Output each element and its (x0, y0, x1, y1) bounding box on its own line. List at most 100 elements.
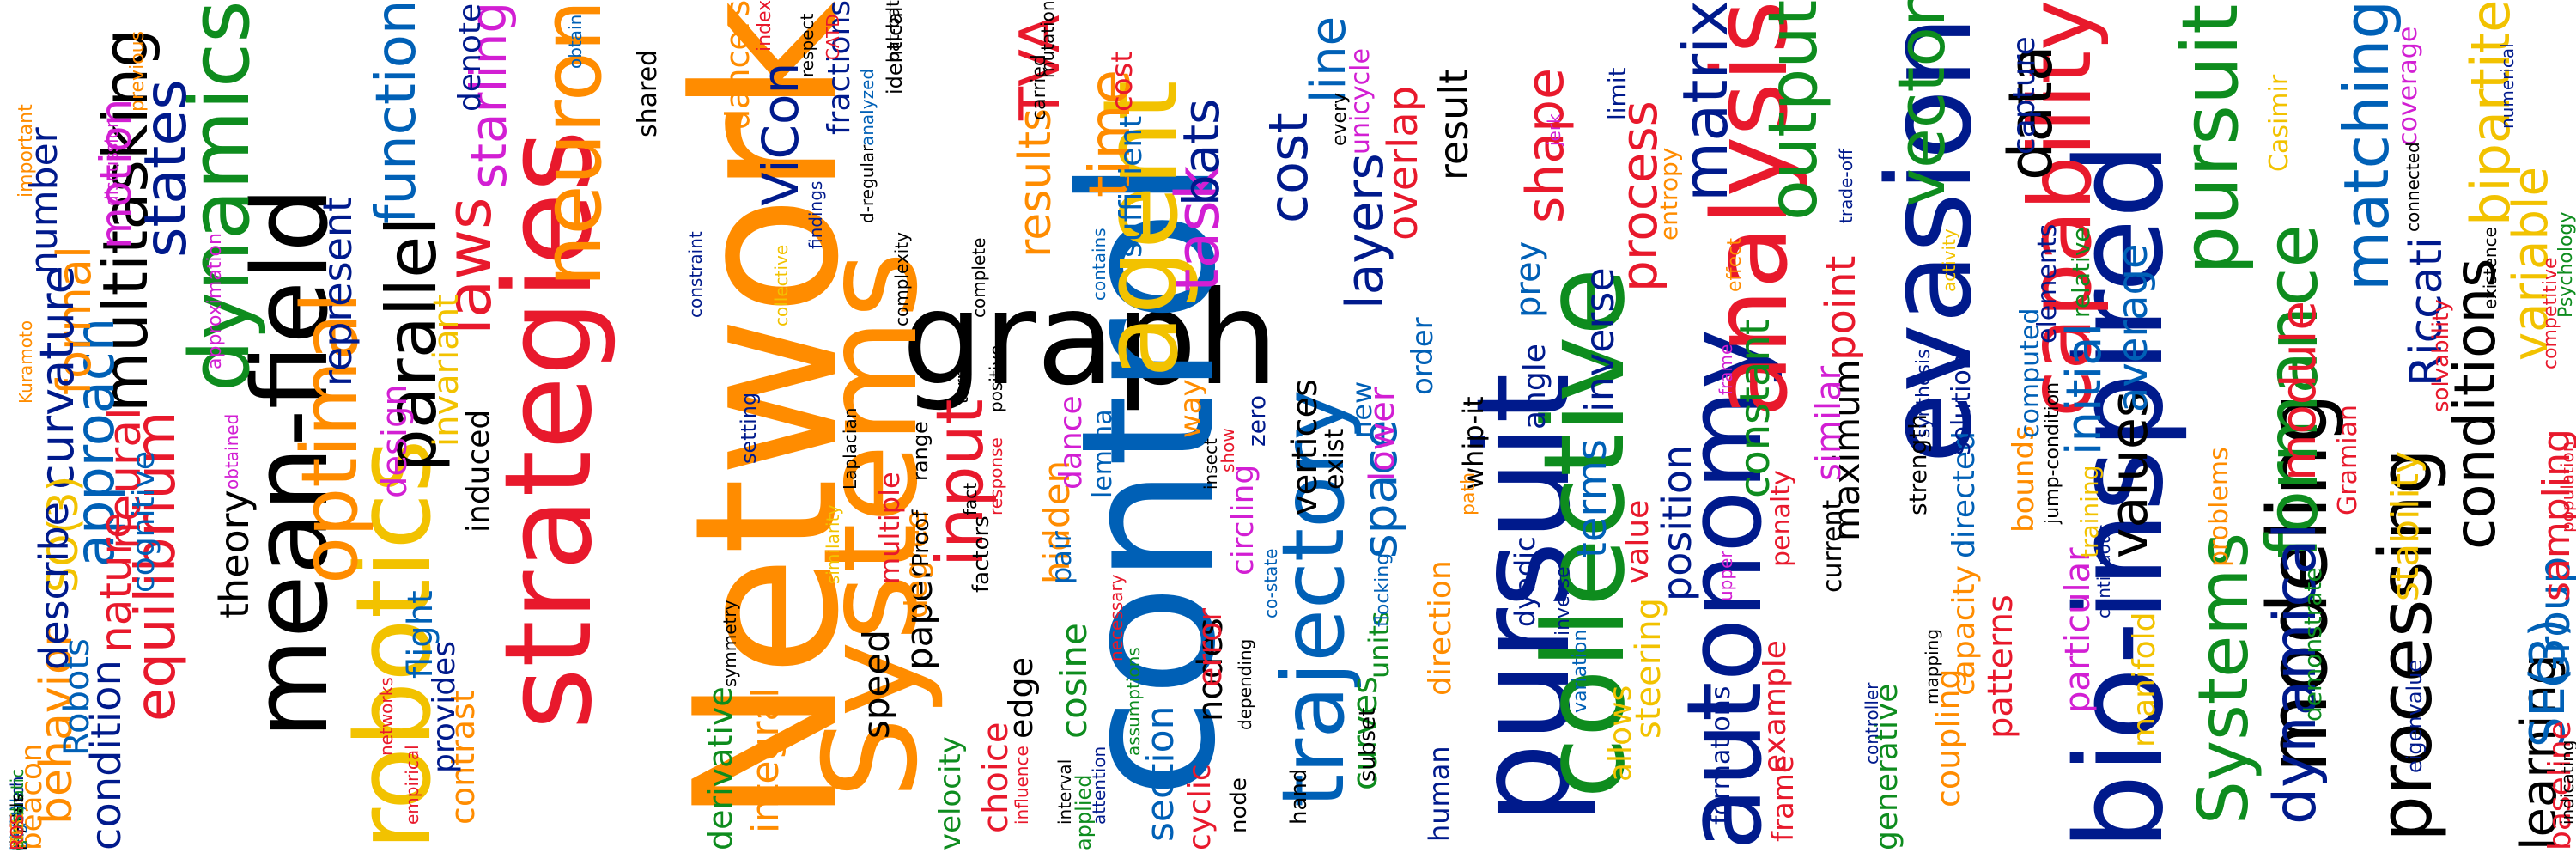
cloud-word-influence: influence (1012, 746, 1032, 825)
cloud-word-jerk: jerk (1544, 113, 1564, 146)
cloud-word-relative: relative (2067, 227, 2095, 318)
cloud-word-previous: previous (127, 30, 149, 112)
cloud-word-demonstrate: demonstrate (2299, 567, 2327, 722)
cloud-word-induced: induced (461, 409, 496, 533)
cloud-word-symmetry: symmetry (720, 600, 740, 687)
cloud-word-vertices: vertices (1285, 379, 1325, 515)
cloud-word-obtain: obtain (565, 14, 586, 69)
cloud-word-shared: shared (633, 49, 663, 137)
cloud-word-derivative: derivative (702, 686, 739, 850)
cloud-word-interval: interval (1054, 758, 1075, 825)
cloud-word-cosine: cosine (1053, 623, 1095, 739)
cloud-word-flocking: flocking (1372, 552, 1394, 627)
cloud-word-robots: Robots (58, 638, 97, 756)
cloud-word-kuramoto: Kuramoto (15, 320, 36, 404)
cloud-word-show: show (1218, 428, 1238, 472)
cloud-word-capacity: capacity (1947, 565, 1982, 696)
cloud-word-d-regular: d-regular (857, 144, 878, 223)
cloud-word-results: results (1010, 107, 1061, 258)
cloud-word-matching: matching (2330, 0, 2403, 292)
cloud-word-connected: connected (2403, 142, 2423, 232)
cloud-word-insect: insect (1200, 438, 1221, 490)
cloud-word-bats: bats (1172, 98, 1230, 206)
cloud-word-graph: graph (902, 265, 1279, 414)
cloud-word-manifold: manifold (2127, 612, 2162, 748)
cloud-word-result: result (1431, 68, 1477, 180)
cloud-word-response: response (986, 437, 1006, 515)
cloud-word-collective: collective (771, 244, 792, 326)
cloud-word-problems: problems (2204, 447, 2234, 567)
cloud-word-analyzed: analyzed (857, 68, 878, 146)
cloud-word-zero: zero (1242, 395, 1271, 447)
cloud-word-necessary: necessary (1106, 574, 1127, 661)
cloud-word-frame: frame (1766, 755, 1801, 842)
cloud-word-denote: denote (453, 3, 488, 112)
cloud-word-circling: circling (1225, 464, 1261, 576)
cloud-word-vector: vector (1883, 0, 1959, 208)
cloud-word-ros: ROS (7, 813, 27, 850)
cloud-word-point: point (1817, 255, 1865, 361)
cloud-word-edge: edge (1002, 657, 1040, 739)
cloud-word-bat-bat: bat-bat (883, 0, 903, 63)
cloud-word-catd: CATD (823, 14, 843, 60)
cloud-word-similar: similar (1809, 365, 1849, 481)
cloud-word-mapping: mapping (1922, 628, 1942, 704)
cloud-word-frame: frame (1716, 344, 1736, 395)
cloud-word-sufficient: sufficient (1114, 115, 1149, 258)
cloud-word-fact: fact (960, 482, 981, 515)
cloud-word-unicycle: unicycle (1346, 48, 1376, 155)
cloud-word-proof: Proof (908, 509, 934, 567)
cloud-word-direction: direction (1423, 560, 1458, 696)
cloud-word-turn: turn (951, 368, 972, 404)
cloud-word-human: human (1423, 746, 1455, 842)
cloud-word-dance: dance (1054, 395, 1089, 490)
cloud-word-solvability: solvability (2428, 299, 2454, 412)
cloud-word-average: average (2109, 243, 2157, 413)
cloud-word-population: population (2557, 441, 2576, 533)
cloud-word-findings: findings (805, 180, 826, 249)
cloud-word-existence: existence (2480, 227, 2500, 309)
cloud-word-initial: initial (2057, 323, 2112, 455)
cloud-word-gramian: Gramian (2333, 405, 2363, 515)
cloud-word-matrix: matrix (1669, 0, 1741, 202)
cloud-word-systems: Systems (2184, 533, 2263, 825)
cloud-word-assumptions: assumptions (1123, 647, 1144, 756)
cloud-word-depending: depending (1235, 638, 1255, 730)
cloud-word-overlap: overlap (1379, 85, 1427, 241)
cloud-word-eigenvalue: eigenvalue (2403, 659, 2427, 773)
cloud-word-cognitive: cognitive (126, 450, 161, 593)
cloud-word-variation: variation (1570, 629, 1591, 713)
cloud-word-dancers: dancers (719, 0, 756, 131)
cloud-word-prey: prey (1509, 241, 1548, 318)
cloud-word-controller: controller (1862, 682, 1882, 765)
cloud-word-provides: provides (427, 641, 462, 773)
cloud-word-particular: particular (2058, 547, 2098, 713)
cloud-word-networks: networks (376, 677, 397, 756)
cloud-word-pursuit: pursuit (2166, 3, 2256, 275)
cloud-word-factors: factors (969, 515, 994, 593)
cloud-word-complexity: complexity (891, 232, 912, 326)
cloud-word-bounds: bounds (2007, 425, 2041, 533)
cloud-word-jump-condition: jump-condition (2042, 381, 2063, 524)
cloud-word-position: position (1654, 444, 1700, 601)
cloud-word-speed: speed (855, 630, 897, 739)
cloud-word-upper: upper (1716, 551, 1736, 601)
cloud-word-attention: attention (1089, 746, 1109, 825)
cloud-word-pair: pair (1045, 531, 1078, 584)
cloud-word-value: value (1620, 499, 1656, 584)
cloud-word-velocity: velocity (933, 736, 968, 850)
cloud-word-stability: stability (2384, 450, 2427, 601)
cloud-word-casimir: Casimir (2264, 74, 2294, 172)
cloud-word-design: design (375, 384, 415, 498)
cloud-word-coverage: coverage (2393, 26, 2423, 146)
cloud-word-contains: contains (1089, 228, 1109, 301)
cloud-word-solution: solution (1947, 353, 1977, 455)
cloud-word-elements: elements (2032, 223, 2063, 344)
cloud-word-cost: cost (1105, 51, 1139, 112)
cloud-word-continuous: continuous (2093, 524, 2114, 618)
cloud-word-setting: setting (737, 392, 761, 464)
cloud-word-terms: terms (1568, 438, 1616, 558)
cloud-word-activity: activity (1939, 228, 1959, 292)
cloud-word-complete: complete (969, 237, 989, 318)
cloud-word-effect: effect (1724, 238, 1746, 292)
